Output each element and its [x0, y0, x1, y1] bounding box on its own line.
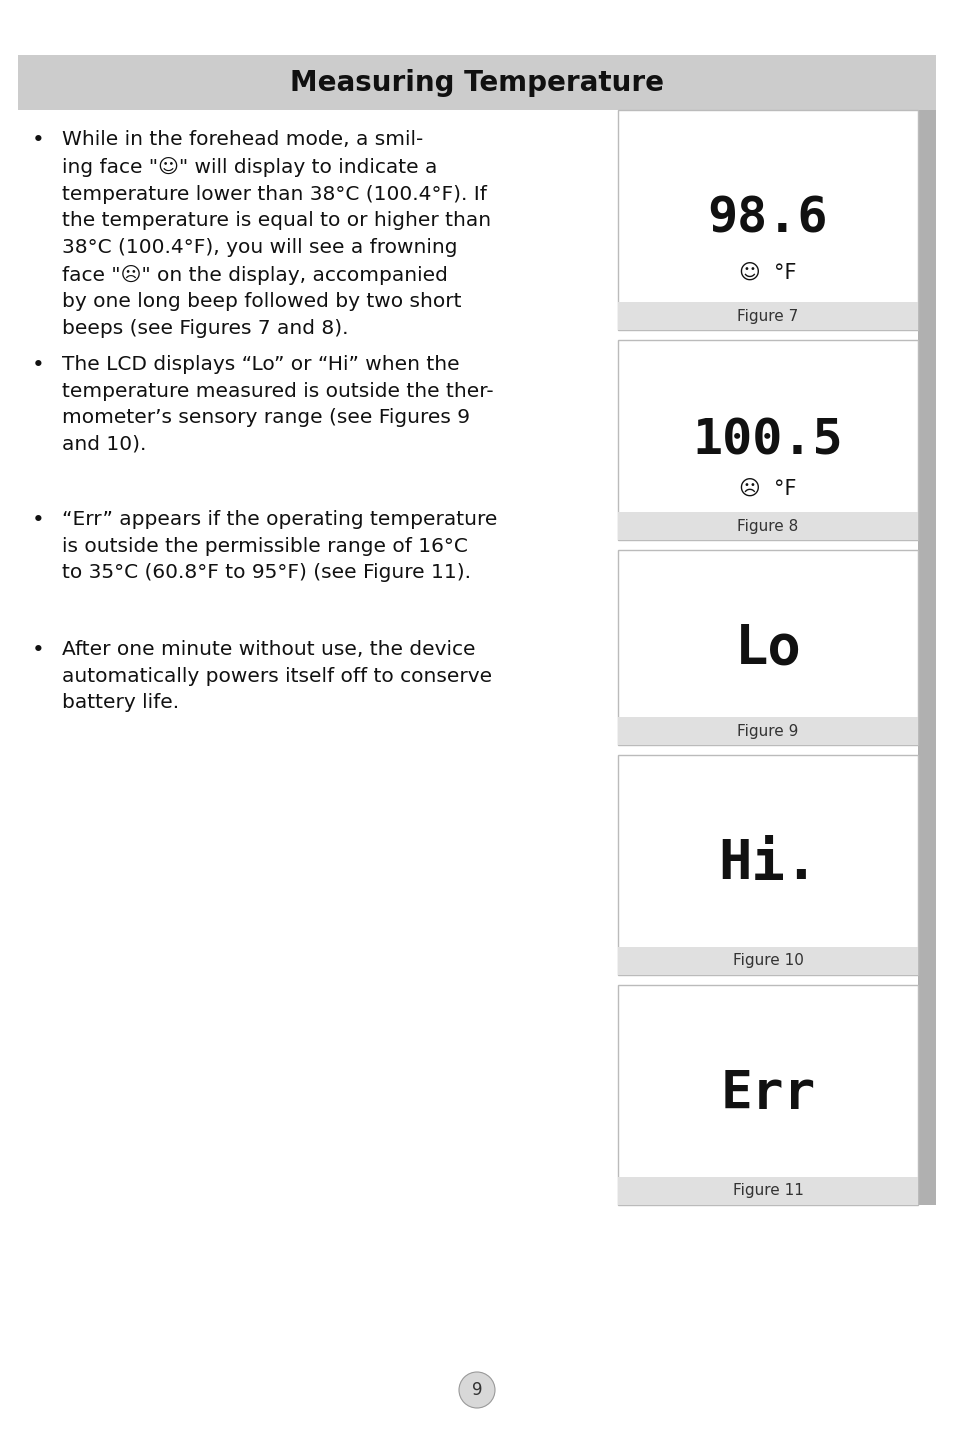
Text: Figure 11: Figure 11 [732, 1184, 802, 1198]
Bar [917, 110, 935, 1205]
Text: “Err” appears if the operating temperature
is outside the permissible range of 1: “Err” appears if the operating temperatu… [62, 510, 497, 582]
Bar [618, 947, 917, 974]
Text: •: • [31, 355, 45, 375]
Bar [618, 110, 917, 330]
Text: Measuring Temperature: Measuring Temperature [290, 69, 663, 96]
Bar [618, 755, 917, 974]
Text: ☹  °F: ☹ °F [739, 479, 796, 499]
Bar [618, 512, 917, 540]
Text: Figure 7: Figure 7 [737, 308, 798, 324]
Text: 100.5: 100.5 [692, 416, 842, 464]
Text: •: • [31, 641, 45, 661]
Text: The LCD displays “Lo” or “Hi” when the
temperature measured is outside the ther-: The LCD displays “Lo” or “Hi” when the t… [62, 355, 493, 453]
Bar [618, 984, 917, 1205]
Bar [618, 550, 917, 745]
Bar [618, 340, 917, 540]
Text: •: • [31, 130, 45, 150]
Text: Err: Err [720, 1068, 815, 1119]
Text: 9: 9 [471, 1381, 482, 1399]
Bar [618, 716, 917, 745]
Text: Hi.: Hi. [718, 837, 818, 890]
Text: Lo: Lo [734, 622, 801, 675]
Text: Figure 10: Figure 10 [732, 953, 802, 969]
Bar [618, 302, 917, 330]
Text: ☺  °F: ☺ °F [739, 262, 796, 282]
Text: 98.6: 98.6 [707, 195, 827, 242]
Bar [618, 1176, 917, 1205]
Text: Figure 8: Figure 8 [737, 519, 798, 533]
Text: While in the forehead mode, a smil-
ing face "☺" will display to indicate a
temp: While in the forehead mode, a smil- ing … [62, 130, 491, 338]
Text: Figure 9: Figure 9 [737, 724, 798, 738]
Circle shape [458, 1371, 495, 1409]
Text: •: • [31, 510, 45, 530]
Text: After one minute without use, the device
automatically powers itself off to cons: After one minute without use, the device… [62, 641, 492, 712]
Bar [18, 54, 935, 110]
